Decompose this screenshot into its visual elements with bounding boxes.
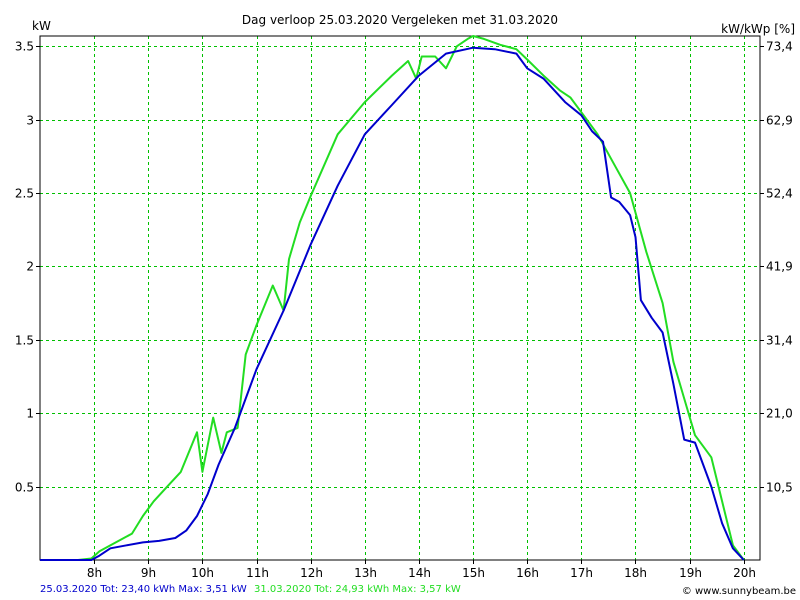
y-tick-label-left: 1 (26, 407, 34, 421)
y-tick-label-left: 1.5 (15, 334, 34, 348)
footer-series1-stats: 25.03.2020 Tot: 23,40 kWh Max: 3,51 kW (40, 584, 247, 595)
grid-lines (40, 36, 760, 560)
footer-stats: 25.03.2020 Tot: 23,40 kWh Max: 3,51 kW 3… (40, 584, 461, 595)
y-tick-label-left: 3.5 (15, 40, 34, 54)
right-axis-label: kW/kWp [%] (721, 22, 795, 36)
x-tick-label: 15h (462, 566, 485, 580)
x-tick-label: 17h (570, 566, 593, 580)
y-tick-label-left: 2.5 (15, 187, 34, 201)
y-tick-label-right: 41,9 (766, 260, 793, 274)
series-lines (40, 35, 745, 561)
y-tick-label-left: 0.5 (15, 481, 34, 495)
x-tick-label: 9h (141, 566, 156, 580)
chart-title: Dag verloop 25.03.2020 Vergeleken met 31… (242, 13, 558, 27)
x-tick-label: 10h (191, 566, 214, 580)
series-line-31-03-2020 (40, 35, 745, 561)
axis-ticks: 8h 9h 10h 11h 12h 13h 14h 15h 16h 17h 18h 19h 20h 0.5… (15, 40, 793, 581)
x-tick-label: 8h (87, 566, 102, 580)
plot-frame (39, 35, 761, 561)
footer-credit: © www.sunnybeam.be (682, 586, 796, 597)
y-tick-label-left: 3 (26, 114, 34, 128)
y-tick-label-right: 62,9 (766, 114, 793, 128)
left-axis-label: kW (32, 19, 51, 33)
y-tick-label-right: 21,0 (766, 407, 793, 421)
y-tick-label-right: 73,4 (766, 40, 793, 54)
y-tick-label-left: 2 (26, 260, 34, 274)
y-tick-label-right: 10,5 (766, 481, 793, 495)
x-tick-label: 20h (733, 566, 756, 580)
y-tick-label-right: 31,4 (766, 334, 793, 348)
x-tick-label: 19h (679, 566, 702, 580)
y-tick-label-right: 52,4 (766, 187, 793, 201)
series-line-25-03-2020 (40, 46, 745, 561)
x-tick-label: 16h (516, 566, 539, 580)
x-tick-label: 12h (300, 566, 323, 580)
x-tick-label: 13h (354, 566, 377, 580)
x-tick-label: 11h (246, 566, 269, 580)
x-tick-label: 18h (624, 566, 647, 580)
x-tick-label: 14h (408, 566, 431, 580)
footer-series2-stats: 31.03.2020 Tot: 24,93 kWh Max: 3,57 kW (254, 584, 461, 595)
